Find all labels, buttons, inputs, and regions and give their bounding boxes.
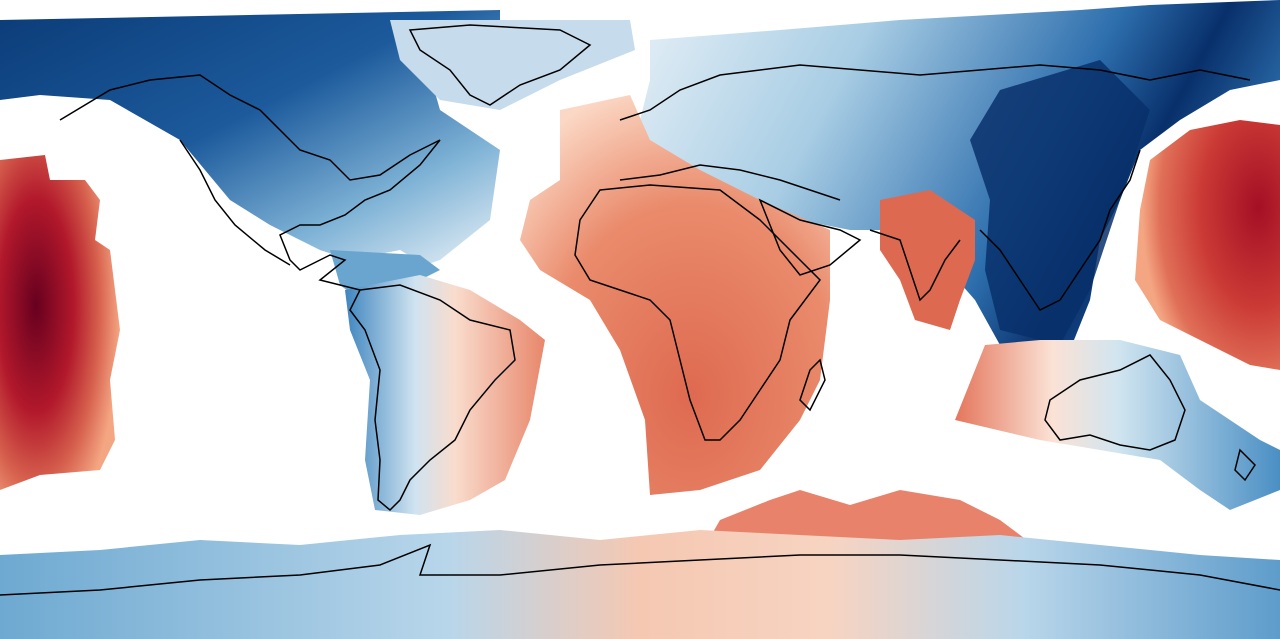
coast-south-america — [349, 284, 516, 512]
coast-europe-asia — [619, 64, 1251, 121]
coast-southeast-asia — [979, 149, 1141, 311]
region-australia — [955, 340, 1280, 510]
coast-arabia — [758, 198, 862, 276]
region-antarctica — [0, 530, 1280, 639]
region-north-america — [0, 10, 500, 265]
region-east-asia-core — [970, 60, 1150, 345]
coast-madagascar — [799, 358, 826, 412]
region-greenland — [390, 20, 635, 110]
region-red-pacific-east — [1135, 120, 1280, 370]
coast-west-na — [179, 139, 291, 266]
coastlines — [0, 24, 1280, 596]
region-india — [880, 190, 975, 330]
region-red-pacific-west — [0, 155, 120, 490]
region-south-america — [345, 275, 545, 515]
coast-north-america — [59, 74, 441, 291]
coast-australia — [1044, 354, 1186, 451]
coast-greenland — [408, 24, 592, 106]
coast-new-zealand — [1234, 448, 1256, 482]
coast-antarctica — [0, 543, 1280, 596]
coast-india — [869, 229, 961, 302]
coast-mediterranean — [619, 164, 841, 201]
